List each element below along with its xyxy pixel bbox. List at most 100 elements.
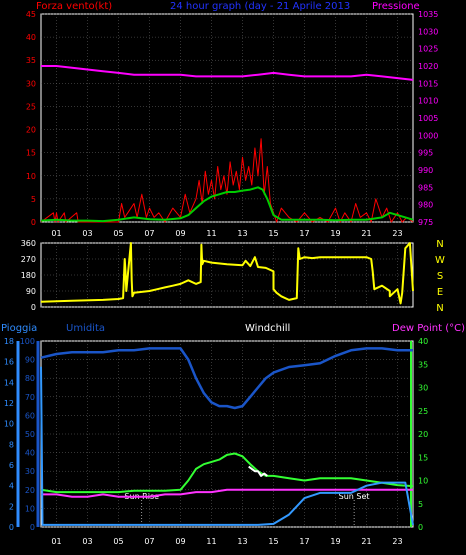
windchill-series (248, 465, 268, 477)
pressure-tick-label: 1025 (418, 45, 438, 54)
temperature-series (40, 452, 414, 494)
rain-tick-label: 14 (4, 378, 14, 387)
chart-title: 24 hour graph (day - 21 Aprile 2013 (170, 1, 350, 12)
x-tick-label: 23 (392, 229, 402, 238)
wind-tick-label: 15 (26, 149, 36, 158)
humidity-tick-label: 90 (25, 356, 35, 365)
pressure-tick-label: 995 (418, 149, 433, 158)
direction-tick-label: 270 (21, 255, 36, 264)
x-tick-label: 01 (51, 537, 61, 546)
x-tick-label: 09 (175, 229, 185, 238)
pressure-label: Pressione (372, 1, 420, 12)
pressure-tick-label: 990 (418, 166, 433, 175)
wind-tick-label: 5 (31, 195, 36, 204)
dewpoint-series (41, 488, 413, 498)
compass-letter: E (437, 287, 443, 298)
temperature-tick-label: 15 (418, 453, 428, 462)
x-tick-label: 21 (361, 537, 371, 546)
x-tick-label: 03 (82, 537, 92, 546)
wind-tick-label: 30 (26, 79, 36, 88)
x-tick-label: 19 (330, 537, 340, 546)
pressure-series (41, 65, 414, 81)
humidity-tick-label: 30 (25, 467, 35, 476)
wind-average-series (40, 186, 414, 223)
wind-tick-label: 10 (26, 172, 36, 181)
pressure-tick-label: 985 (418, 183, 433, 192)
temperature-tick-label: 0 (418, 523, 423, 532)
pressure-tick-label: 1015 (418, 79, 438, 88)
compass-letter: W (435, 255, 445, 266)
wind-direction-panel: 0 90 180 270 360 (21, 239, 414, 312)
temperature-tick-label: 10 (418, 477, 428, 486)
temperature-humidity-rain-panel: 0102030405060708090100024681012141618051… (4, 337, 428, 546)
humidity-tick-label: 100 (20, 337, 35, 346)
humidity-tick-label: 60 (25, 411, 35, 420)
x-tick-label: 05 (113, 537, 123, 546)
pressure-tick-label: 1035 (418, 10, 438, 19)
rain-tick-label: 10 (4, 420, 14, 429)
wind-tick-label: 20 (26, 126, 36, 135)
x-tick-label: 19 (330, 229, 340, 238)
x-tick-label: 03 (82, 229, 92, 238)
rain-tick-label: 8 (9, 440, 14, 449)
compass-letter: N (436, 303, 443, 314)
temperature-tick-label: 5 (418, 500, 423, 509)
humidity-tick-label: 0 (30, 523, 35, 532)
pressure-tick-label: 1010 (418, 97, 438, 106)
wind-tick-label: 25 (26, 102, 36, 111)
pressure-tick-label: 980 (418, 201, 433, 210)
dewpoint-label: Dew Point (°C) (392, 323, 465, 334)
pressure-tick-label: 1030 (418, 27, 438, 36)
wind-direction-series (40, 242, 414, 305)
compass-letter: S (437, 271, 443, 282)
wind-tick-label: 35 (26, 56, 36, 65)
x-tick-label: 23 (392, 537, 402, 546)
pressure-tick-label: 1000 (418, 131, 438, 140)
humidity-tick-label: 80 (25, 374, 35, 383)
wind-pressure-panel: 0510152025303540459759809859909951000100… (26, 10, 439, 238)
humidity-tick-label: 10 (25, 504, 35, 513)
x-tick-label: 09 (175, 537, 185, 546)
x-tick-label: 21 (361, 229, 371, 238)
x-tick-label: 13 (237, 537, 247, 546)
sunset-label: Sun Set (339, 492, 370, 501)
x-tick-label: 13 (237, 229, 247, 238)
direction-tick-label: 0 (31, 303, 36, 312)
rain-tick-label: 4 (9, 482, 14, 491)
rain-tick-label: 2 (9, 502, 14, 511)
wind-tick-label: 40 (26, 33, 36, 42)
temperature-tick-label: 40 (418, 337, 428, 346)
direction-tick-label: 360 (21, 239, 36, 248)
rain-tick-label: 0 (9, 523, 14, 532)
x-tick-label: 05 (113, 229, 123, 238)
windchill-label: Windchill (245, 323, 290, 334)
rain-label: Pioggia (1, 323, 37, 334)
wind-tick-label: 45 (26, 10, 36, 19)
x-tick-label: 17 (299, 229, 309, 238)
temperature-tick-label: 25 (418, 407, 428, 416)
humidity-tick-label: 50 (25, 430, 35, 439)
compass-letter: N (436, 239, 443, 250)
x-tick-label: 15 (268, 229, 278, 238)
x-tick-label: 07 (144, 537, 154, 546)
wind-tick-label: 0 (31, 218, 36, 227)
temperature-tick-label: 30 (418, 384, 428, 393)
humidity-tick-label: 70 (25, 393, 35, 402)
rain-tick-label: 6 (9, 461, 14, 470)
x-tick-label: 11 (206, 537, 216, 546)
x-tick-label: 11 (206, 229, 216, 238)
humidity-label: Umidita (66, 323, 105, 334)
humidity-series (40, 347, 413, 410)
humidity-tick-label: 40 (25, 449, 35, 458)
x-tick-label: 01 (51, 229, 61, 238)
temperature-tick-label: 35 (418, 360, 428, 369)
rain-tick-label: 12 (4, 399, 14, 408)
wind-speed-label: Forza vento(kt) (36, 1, 112, 12)
x-tick-label: 17 (299, 537, 309, 546)
humidity-tick-label: 20 (25, 486, 35, 495)
temperature-tick-label: 20 (418, 430, 428, 439)
x-tick-label: 07 (144, 229, 154, 238)
